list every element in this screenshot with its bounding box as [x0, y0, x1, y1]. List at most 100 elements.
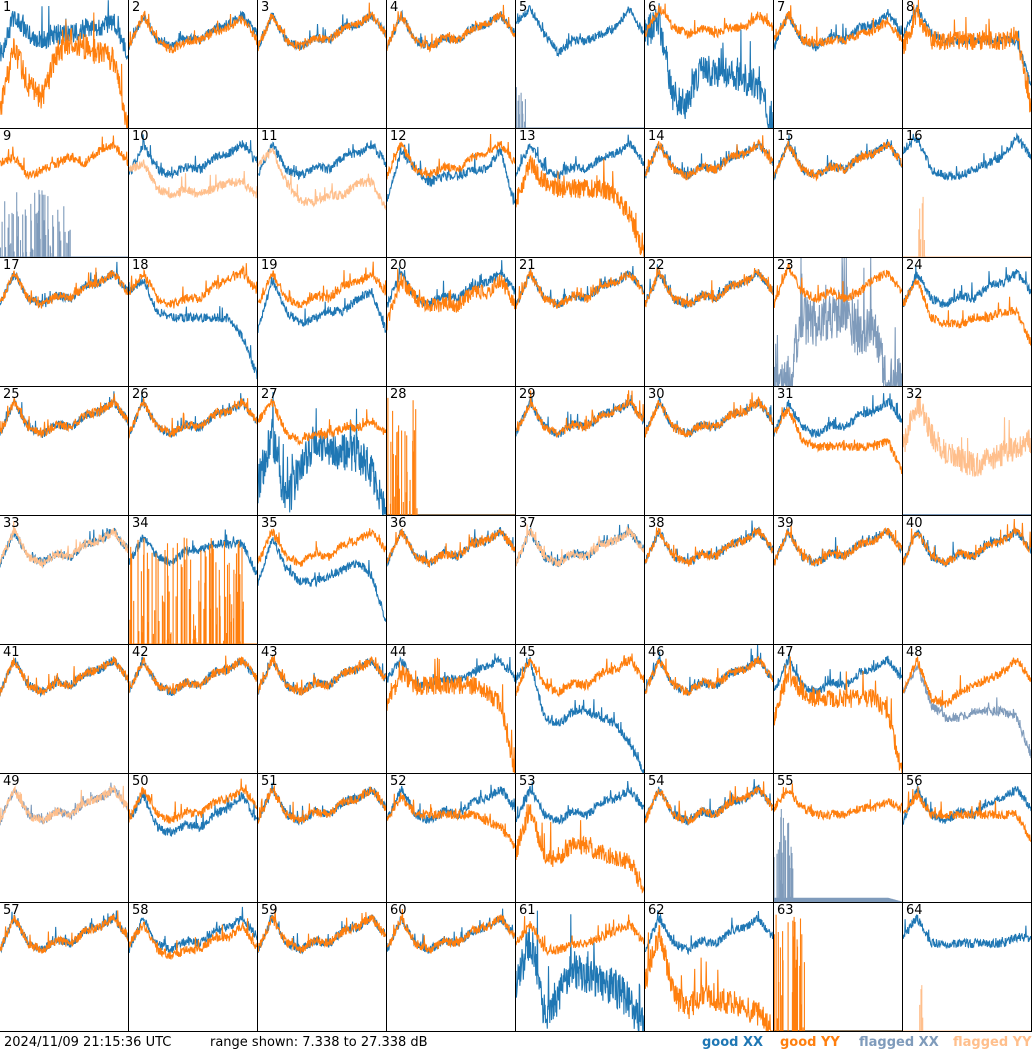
- panel-number: 17: [3, 258, 20, 273]
- panel-plot: [516, 134, 644, 257]
- panel-plot: [0, 135, 128, 257]
- series-xx-good: [129, 906, 257, 954]
- panel-21: 21: [516, 258, 645, 387]
- series-yy-good: [129, 778, 257, 824]
- panel-number: 1: [3, 0, 12, 15]
- panel-plot: [903, 783, 1031, 843]
- panel-number: 23: [777, 258, 794, 273]
- panel-2: 2: [129, 0, 258, 129]
- series-xx-flagged: [0, 782, 128, 826]
- series-yy-good: [0, 135, 128, 181]
- panel-26: 26: [129, 387, 258, 516]
- panel-56: 56: [903, 774, 1032, 903]
- panel-39: 39: [774, 516, 903, 645]
- series-xx-good: [516, 656, 644, 773]
- panel-19: 19: [258, 258, 387, 387]
- series-yy-good: [0, 12, 128, 128]
- series-xx-good: [774, 393, 902, 439]
- series-yy-good: [387, 133, 515, 180]
- series-yy-good: [0, 910, 128, 954]
- series-yy-flagged: [903, 985, 1031, 1031]
- series-xx-good: [903, 914, 1031, 950]
- series-yy-flagged: [129, 159, 257, 199]
- panel-number: 11: [261, 129, 278, 144]
- panel-number: 14: [648, 129, 665, 144]
- panel-plot: [645, 520, 773, 567]
- panel-33: 33: [0, 516, 129, 645]
- series-yy-good: [387, 4, 515, 53]
- panel-number: 60: [390, 903, 407, 918]
- panel-number: 35: [261, 516, 278, 531]
- panel-number: 28: [390, 387, 407, 402]
- panel-23: 23: [774, 258, 903, 387]
- series-yy-good: [774, 656, 902, 773]
- panel-63: 63: [774, 903, 903, 1032]
- panel-number: 10: [132, 129, 149, 144]
- panel-40: 40: [903, 516, 1032, 645]
- panel-number: 12: [390, 129, 407, 144]
- panel-number: 7: [777, 0, 786, 15]
- series-xx-good: [258, 392, 386, 515]
- panel-20: 20: [387, 258, 516, 387]
- series-xx-good: [0, 0, 128, 62]
- series-yy-good: [645, 527, 773, 567]
- legend-flagged-xx: flagged XX: [859, 1035, 939, 1050]
- panel-plot: [903, 914, 1031, 1031]
- panel-plot: [0, 782, 128, 826]
- panel-16: 16: [903, 129, 1032, 258]
- series-yy-good: [387, 792, 515, 849]
- panel-plot: [516, 524, 644, 568]
- series-yy-good: [645, 656, 773, 697]
- panel-number: 33: [3, 516, 20, 531]
- panel-plot: [258, 261, 386, 333]
- panel-55: 55: [774, 774, 903, 903]
- panel-number: 59: [261, 903, 278, 918]
- panel-42: 42: [129, 645, 258, 774]
- panel-plot: [129, 529, 257, 644]
- panel-number: 5: [519, 0, 528, 15]
- panel-number: 63: [777, 903, 794, 918]
- legend-good-xx: good XX: [702, 1035, 764, 1050]
- series-yy-good: [516, 154, 644, 257]
- panel-51: 51: [258, 774, 387, 903]
- panel-plot: [129, 778, 257, 837]
- panel-number: 29: [519, 387, 536, 402]
- panel-10: 10: [129, 129, 258, 258]
- panel-number: 52: [390, 774, 407, 789]
- panel-number: 9: [3, 129, 12, 144]
- panel-plot: [0, 261, 128, 309]
- panel-number: 18: [132, 258, 149, 273]
- panel-1: 1: [0, 0, 129, 129]
- series-yy-good: [129, 263, 257, 309]
- panel-number: 42: [132, 645, 149, 660]
- series-yy-good: [774, 914, 902, 1031]
- panel-plot: [774, 914, 902, 1031]
- panel-number: 48: [906, 645, 923, 660]
- panel-29: 29: [516, 387, 645, 516]
- panel-30: 30: [645, 387, 774, 516]
- panel-number: 8: [906, 0, 915, 15]
- panel-plot: [129, 655, 257, 697]
- series-yy-flagged_xx_spikes: [516, 87, 644, 128]
- panel-6: 6: [645, 0, 774, 129]
- panel-60: 60: [387, 903, 516, 1032]
- panel-54: 54: [645, 774, 774, 903]
- series-yy-good: [0, 267, 128, 309]
- series-yy-good: [645, 781, 773, 825]
- panel-plot: [516, 653, 644, 773]
- series-yy-good: [258, 2, 386, 52]
- panel-plot: [258, 140, 386, 211]
- timestamp: 2024/11/09 21:15:36 UTC: [4, 1035, 172, 1050]
- panel-7: 7: [774, 0, 903, 129]
- series-yy-good: [258, 261, 386, 309]
- panel-38: 38: [645, 516, 774, 645]
- panel-number: 38: [648, 516, 665, 531]
- panel-plot: [645, 135, 773, 181]
- panel-number: 21: [519, 258, 536, 273]
- series-yy-good: [0, 656, 128, 696]
- series-yy-good: [516, 804, 644, 894]
- series-xx-good: [774, 8, 902, 52]
- series-xx-flagged: [903, 663, 1031, 759]
- panel-number: 41: [3, 645, 20, 660]
- panel-41: 41: [0, 645, 129, 774]
